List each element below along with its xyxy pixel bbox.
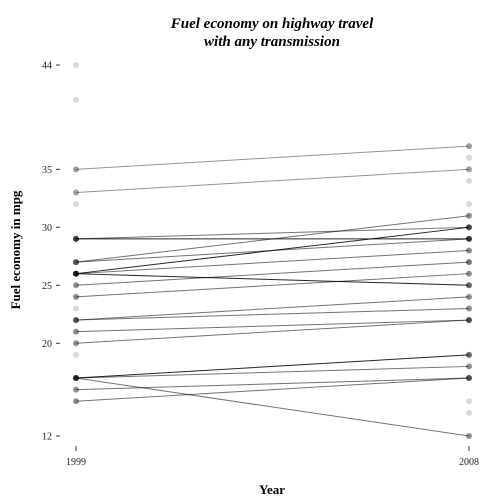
slope-point-1999 [73, 235, 79, 242]
slope-point-2008 [466, 293, 472, 300]
slope-line [75, 273, 470, 286]
y-tick-label: 30 [42, 223, 52, 234]
slope-point-2008 [466, 363, 472, 370]
slope-point-2008 [466, 166, 472, 173]
slope-point-2008 [466, 259, 472, 266]
slope-point-2008 [466, 212, 472, 219]
slope-point-2008 [466, 143, 472, 150]
point-2008 [466, 201, 472, 208]
slope-point-1999 [73, 270, 79, 277]
point-2008 [466, 177, 472, 184]
slope-point-1999 [73, 166, 79, 173]
slope-point-1999 [73, 293, 79, 300]
slope-point-1999 [73, 328, 79, 335]
point-1999 [73, 62, 79, 68]
y-tick-label: 25 [42, 281, 52, 292]
point-1999 [73, 305, 79, 312]
slope-line [75, 319, 470, 344]
slope-point-1999 [73, 398, 79, 405]
point-1999 [73, 166, 79, 173]
slope-line [75, 365, 470, 379]
slope-line [75, 226, 470, 240]
y-tick-label: 12 [42, 432, 52, 443]
slope-point-1999 [73, 259, 79, 266]
x-axis: 1999 2008 [66, 446, 479, 468]
y-axis-title: Fuel economy in mpg [8, 190, 23, 309]
slope-point-2008 [466, 351, 472, 358]
slope-line [75, 319, 470, 333]
point-2008 [466, 166, 472, 173]
slope-line [75, 307, 470, 321]
slope-line [75, 145, 470, 170]
x-tick-label: 2008 [459, 457, 479, 468]
chart-title-line-2: with any transmission [204, 34, 340, 50]
slope-line [75, 377, 470, 391]
slope-line [75, 226, 470, 275]
slope-point-2008 [466, 317, 472, 324]
slope-point-2008 [466, 305, 472, 312]
slope-line [75, 377, 470, 437]
point-2008 [466, 143, 472, 150]
slope-point-1999 [73, 282, 79, 289]
slope-point-1999 [73, 386, 79, 393]
slope-line [75, 168, 470, 194]
slope-point-1999 [73, 340, 79, 347]
point-1999 [73, 189, 79, 196]
point-1999 [73, 351, 79, 358]
slope-line [75, 215, 470, 263]
slope-point-2008 [466, 433, 472, 439]
slope-point-2008 [466, 224, 472, 231]
slope-line [75, 296, 470, 321]
slope-lines [73, 143, 472, 439]
y-tick-label: 35 [42, 165, 52, 176]
slope-line [75, 273, 470, 298]
point-2008 [466, 398, 472, 405]
slope-line [75, 250, 470, 275]
y-tick-label: 20 [42, 339, 52, 350]
point-1999 [73, 96, 79, 103]
slope-point-2008 [466, 235, 472, 242]
slope-line [75, 261, 470, 286]
slope-line [75, 377, 470, 402]
slope-point-1999 [73, 189, 79, 196]
y-axis: 12 20 25 30 35 44 [42, 61, 60, 443]
x-axis-title: Year [259, 482, 285, 497]
chart-title-line-1: Fuel economy on highway travel [170, 16, 374, 32]
point-2008 [466, 154, 472, 161]
slope-point-2008 [466, 375, 472, 382]
slope-point-2008 [466, 247, 472, 254]
y-tick-label: 44 [42, 61, 52, 72]
point-1999 [73, 201, 79, 208]
slope-line [75, 354, 470, 379]
point-2008 [466, 409, 472, 416]
x-tick-label: 1999 [66, 457, 86, 468]
slope-point-2008 [466, 270, 472, 277]
slope-point-1999 [73, 317, 79, 324]
slope-point-2008 [466, 282, 472, 289]
slope-point-1999 [73, 375, 79, 382]
